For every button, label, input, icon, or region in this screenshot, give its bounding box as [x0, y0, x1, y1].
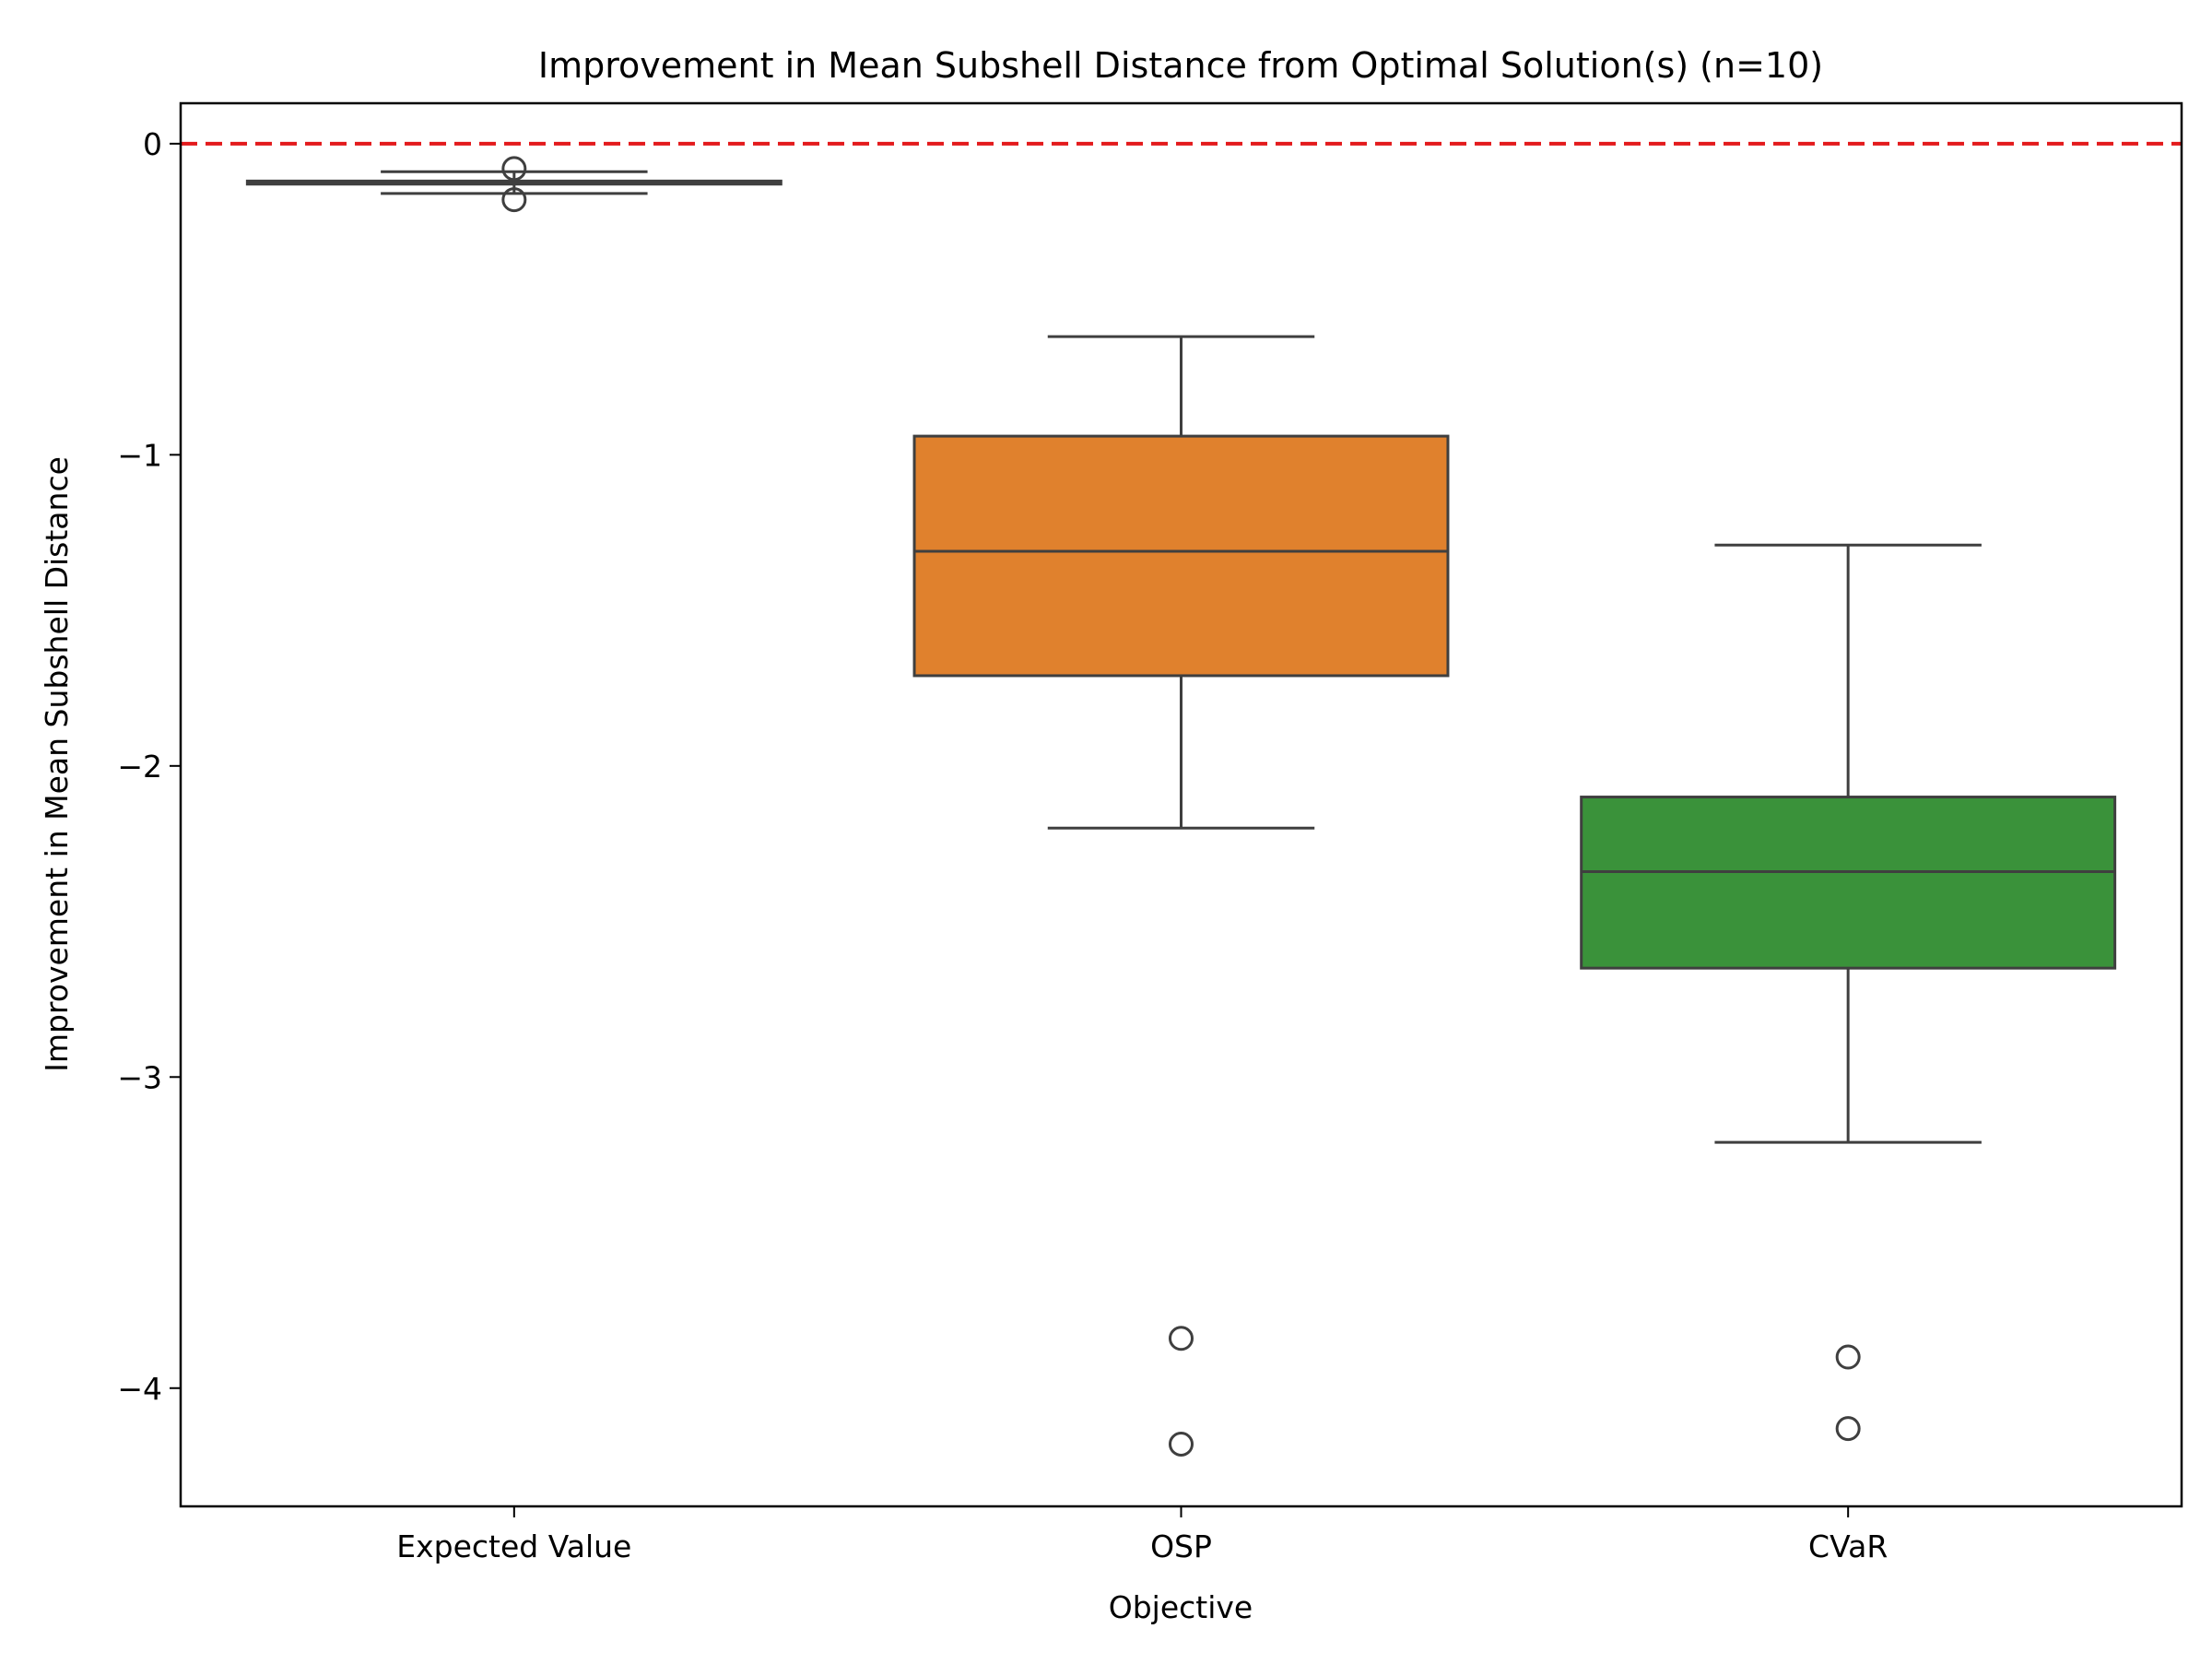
outlier-point [1169, 1326, 1194, 1351]
outlier-point [1835, 1416, 1861, 1442]
plot-area: 0 −1 −2 −3 −4 Expected Value OSP CVaR [117, 101, 2183, 1564]
y-axis-label: Improvement in Mean Subshell Distance [39, 456, 75, 1072]
y-tick-label: −4 [117, 1371, 162, 1407]
x-axis-label: Objective [1109, 1589, 1253, 1625]
outlier-point [1835, 1344, 1861, 1370]
x-tick-label: OSP [1150, 1528, 1212, 1564]
y-tick-label: −2 [117, 749, 162, 785]
plot-frame [179, 101, 2183, 1508]
outlier-point [501, 156, 527, 182]
outlier-point [501, 187, 527, 213]
x-tick-label: Expected Value [396, 1528, 631, 1564]
y-tick-label: −1 [117, 437, 162, 473]
x-tick-label: CVaR [1808, 1528, 1888, 1564]
box-iqr [1580, 796, 2117, 970]
outlier-point [1169, 1432, 1194, 1457]
box-iqr [912, 434, 1450, 678]
chart-title: Improvement in Mean Subshell Distance fr… [538, 45, 1823, 86]
y-tick-label: 0 [143, 126, 162, 162]
y-tick-label: −3 [117, 1059, 162, 1095]
